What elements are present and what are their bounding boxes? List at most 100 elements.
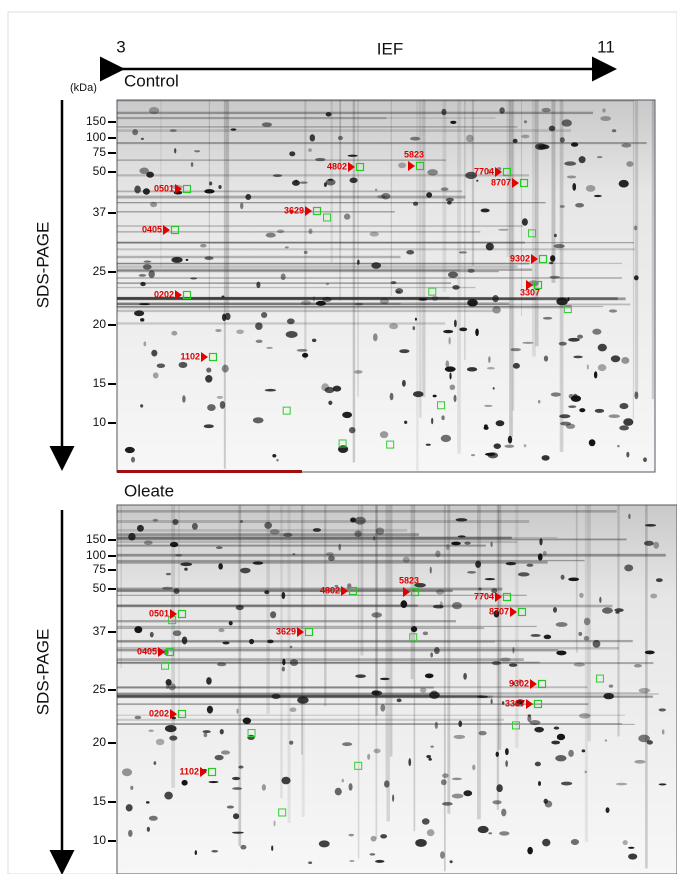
gel-spot <box>232 813 240 820</box>
gel-spot <box>593 371 598 379</box>
gel-lane <box>442 100 447 292</box>
gel-streak <box>117 538 627 541</box>
gel-spot <box>449 860 453 864</box>
gel-lane <box>208 100 210 310</box>
gel-spot <box>349 859 355 863</box>
gel-spot <box>354 516 366 525</box>
gel-spot <box>402 556 410 563</box>
gel-lane <box>520 100 523 316</box>
gel-spot <box>273 820 276 827</box>
gel-spot <box>655 578 663 583</box>
gel-spot <box>218 184 222 190</box>
gel-spot <box>238 765 244 769</box>
gel-lane <box>360 505 364 656</box>
gel-streak <box>117 640 495 643</box>
gel-spot <box>311 338 317 343</box>
gel-spot <box>377 194 387 199</box>
spot-box <box>208 352 218 362</box>
gel-spot <box>334 787 342 796</box>
gel-spot <box>486 366 495 370</box>
gel-spot <box>349 177 358 184</box>
spot-label: 5823 <box>399 575 419 585</box>
gel-spot <box>577 334 583 339</box>
gel-spot <box>426 192 433 198</box>
gel-lane <box>471 100 475 266</box>
gel-spot <box>271 693 281 700</box>
gel-streak <box>117 536 512 540</box>
gel-spot <box>252 417 264 424</box>
gel-streak <box>117 520 530 523</box>
gel-spot <box>464 541 471 545</box>
gel-spot <box>124 446 135 454</box>
gel-spot <box>425 443 431 446</box>
gel-spot <box>516 699 525 705</box>
gel-spot <box>220 750 231 755</box>
gel-spot <box>638 734 650 743</box>
gel-spot <box>303 250 308 254</box>
mw-tick-label: 50 <box>93 581 107 595</box>
gel-spot <box>151 349 158 357</box>
gel-spot <box>597 343 607 352</box>
gel-spot <box>355 674 366 678</box>
gel-spot <box>426 829 435 837</box>
gel-spot <box>455 518 468 522</box>
gel-streak <box>117 306 572 309</box>
spot-arrow <box>512 178 519 188</box>
gel-spot <box>371 612 382 618</box>
gel-spot <box>408 758 412 767</box>
gel-spot <box>543 798 548 804</box>
gel-spot <box>487 168 492 175</box>
gel-spot <box>308 861 313 865</box>
gel-spot <box>560 421 571 426</box>
gel-spot <box>475 328 479 337</box>
gel-streak <box>117 693 659 695</box>
gel-lane <box>357 100 359 397</box>
gel-spot <box>396 698 402 703</box>
gel-spot <box>527 846 533 855</box>
gel-spot <box>467 571 477 574</box>
gel-spot <box>508 663 518 667</box>
gel-spot <box>375 859 385 863</box>
gel-spot <box>643 457 647 463</box>
gel-spot <box>139 167 149 175</box>
gel-spot <box>643 540 654 546</box>
gel-spot <box>444 366 456 372</box>
gel-spot <box>325 178 336 186</box>
units: (kDa) <box>70 82 97 94</box>
gel-lane <box>464 100 466 360</box>
gel-lane <box>651 100 655 400</box>
gel-spot <box>152 372 159 379</box>
gel-spot <box>343 213 351 220</box>
gel-lane <box>287 505 291 823</box>
gel-spot <box>203 424 214 429</box>
gel-spot <box>593 194 602 198</box>
gel-streak <box>117 211 395 213</box>
gel-streak <box>117 296 450 299</box>
gel-spot <box>370 835 377 842</box>
mw-tick-label: 10 <box>93 415 107 429</box>
spot-label: 3629 <box>276 626 296 636</box>
gel-spot <box>206 677 212 685</box>
gel-streak <box>117 533 419 537</box>
gel-spot <box>215 546 223 550</box>
gel-spot <box>412 201 419 206</box>
gel-spot <box>200 243 207 248</box>
gel-lane <box>587 505 591 742</box>
gel-lane <box>496 505 500 810</box>
gel-lane <box>352 100 356 463</box>
spot-arrow <box>510 607 517 617</box>
gel-spot <box>172 518 179 526</box>
gel-spot <box>568 577 580 582</box>
gel-spot <box>429 691 440 699</box>
gel-spot <box>143 260 152 263</box>
gel-spot <box>440 851 445 859</box>
gel-spot <box>412 391 424 398</box>
gel-spot <box>583 636 590 641</box>
gel-spot <box>449 384 456 391</box>
gel-spot <box>501 701 505 705</box>
gel-spot <box>297 696 309 704</box>
gel-lane <box>645 505 648 869</box>
gel-spot <box>442 773 449 778</box>
gel-spot <box>529 719 541 726</box>
gel-streak <box>117 159 446 161</box>
